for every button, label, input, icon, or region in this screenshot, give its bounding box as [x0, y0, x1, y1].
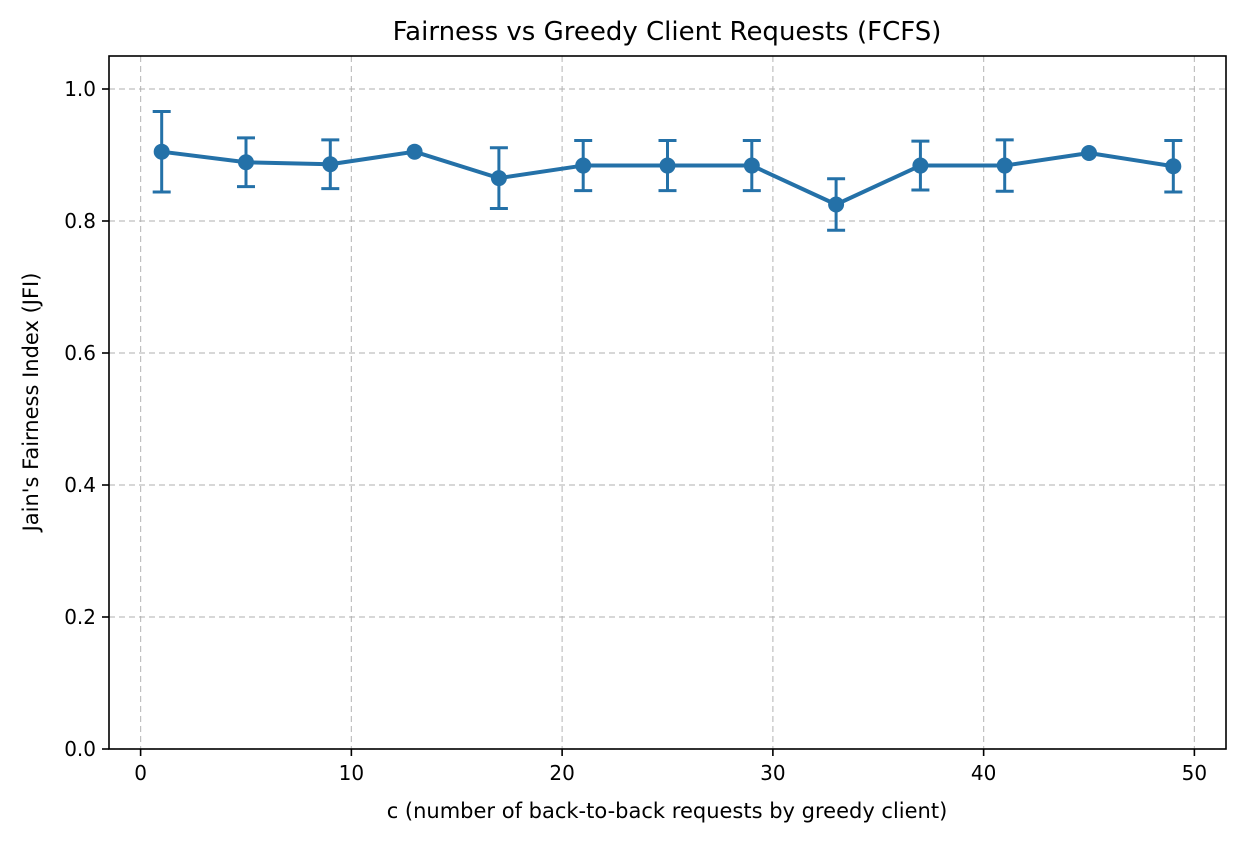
data-point [996, 157, 1013, 174]
axis-ticks: 0 10 20 30 40 50 0.0 0.2 0.4 0.6 0.8 1.0 [64, 77, 1207, 785]
data-point [828, 196, 845, 213]
y-tick-label: 0.2 [64, 605, 96, 629]
y-tick-label: 0.4 [64, 473, 96, 497]
y-axis-label: Jain's Fairness Index (JFI) [19, 273, 43, 534]
data-point [237, 154, 254, 171]
x-tick-label: 10 [339, 761, 364, 785]
data-point [659, 157, 676, 174]
data-point [743, 157, 760, 174]
data-point [406, 143, 423, 160]
data-point [1165, 158, 1182, 175]
x-tick-label: 50 [1182, 761, 1207, 785]
series-jfi [152, 109, 1183, 232]
data-point [153, 143, 170, 160]
data-point [490, 170, 507, 187]
plot-frame [108, 55, 1227, 750]
y-tick-label: 0.8 [64, 209, 96, 233]
data-point [322, 156, 339, 173]
x-tick-label: 0 [134, 761, 147, 785]
data-point [1081, 145, 1098, 162]
x-axis-label: c (number of back-to-back requests by gr… [387, 799, 948, 823]
data-point [575, 157, 592, 174]
data-point [912, 157, 929, 174]
y-tick-label: 1.0 [64, 77, 96, 101]
x-tick-label: 40 [971, 761, 996, 785]
x-tick-label: 30 [760, 761, 785, 785]
y-tick-label: 0.6 [64, 341, 96, 365]
chart-title: Fairness vs Greedy Client Requests (FCFS… [393, 17, 942, 47]
y-tick-label: 0.0 [64, 737, 96, 761]
x-tick-label: 20 [549, 761, 574, 785]
